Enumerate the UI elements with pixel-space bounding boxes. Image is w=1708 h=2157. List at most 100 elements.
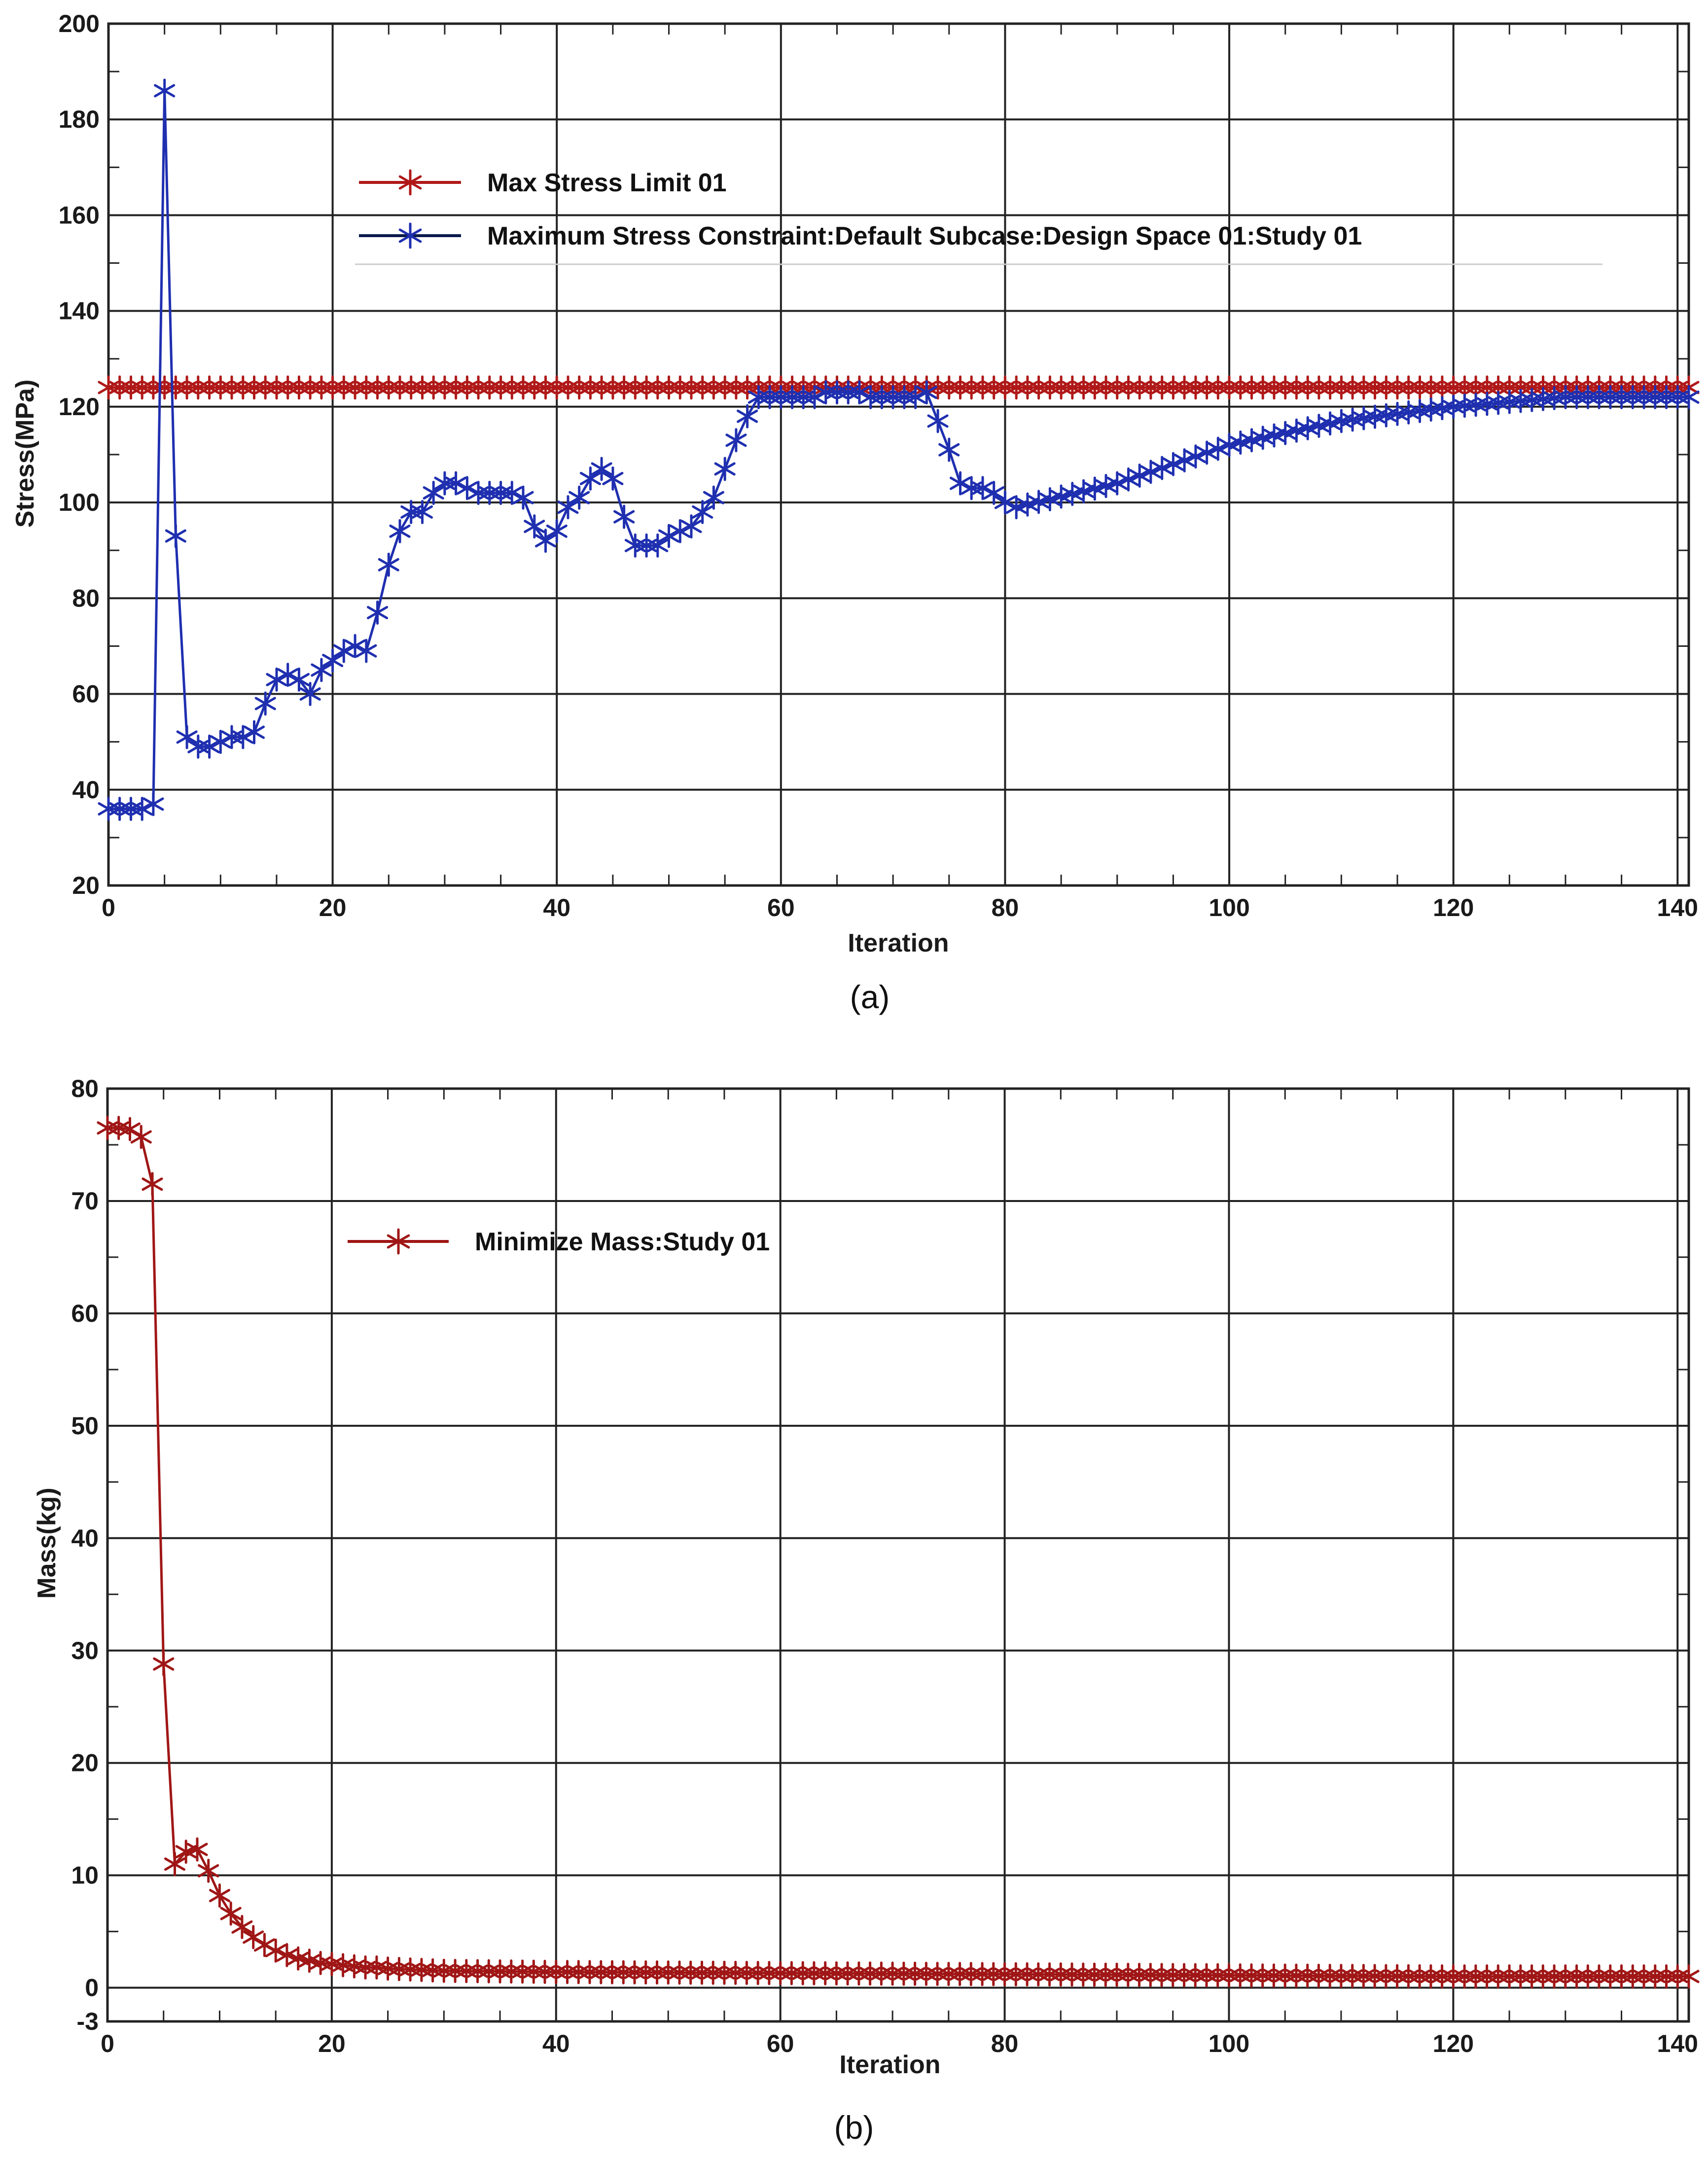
data-point-marker <box>231 1915 253 1939</box>
stress-chart-y-tick-labels: 20 40 60 80 100 120 140 160 180 200 <box>59 10 100 899</box>
data-point-marker <box>1005 495 1027 520</box>
data-point-marker <box>1151 456 1173 480</box>
data-point-marker <box>1084 476 1105 501</box>
data-point-marker <box>994 490 1016 515</box>
y-tick-label: 20 <box>72 872 100 899</box>
data-point-marker <box>220 1901 242 1926</box>
data-point-marker <box>579 466 601 491</box>
data-point-marker <box>199 734 220 759</box>
data-point-marker <box>333 638 355 663</box>
data-point-marker <box>276 1943 298 1967</box>
data-point-marker <box>153 1652 175 1676</box>
x-tick-label: 60 <box>767 2030 794 2057</box>
y-tick-label: 180 <box>59 106 100 133</box>
data-point-marker <box>524 514 545 539</box>
x-tick-label: 0 <box>101 2030 114 2057</box>
data-point-marker <box>298 1948 320 1973</box>
data-point-marker <box>1117 467 1139 492</box>
stress-chart-x-axis-title: Iteration <box>848 929 949 957</box>
series-line-0 <box>107 1127 1689 1978</box>
stress-chart-y-axis-title: Stress(MPa) <box>11 380 39 528</box>
data-point-marker <box>714 457 736 481</box>
stress-chart-x-tick-labels: 0 20 40 60 80 100 120 140 <box>102 894 1698 921</box>
data-point-marker <box>1039 487 1061 512</box>
data-point-marker <box>176 725 198 749</box>
legend-star-max-stress-constraint <box>398 222 422 249</box>
data-point-marker <box>210 730 231 754</box>
data-point-marker <box>130 1125 152 1149</box>
data-point-marker <box>356 638 377 663</box>
mass-chart-x-tick-labels: 0 20 40 60 80 100 120 140 <box>101 2030 1698 2057</box>
data-point-marker <box>1129 463 1150 488</box>
y-tick-label: 20 <box>71 1749 99 1777</box>
data-point-marker <box>142 1172 163 1197</box>
data-point-marker <box>1207 436 1229 461</box>
x-tick-label: 120 <box>1433 2030 1474 2057</box>
data-point-marker <box>243 720 265 744</box>
data-point-marker <box>311 658 332 682</box>
series-line-1 <box>108 89 1689 811</box>
y-tick-label: 140 <box>59 297 100 325</box>
x-tick-label: 20 <box>318 2030 346 2057</box>
data-point-marker <box>512 485 534 510</box>
data-point-marker <box>725 428 747 453</box>
data-point-marker <box>265 1938 286 1963</box>
legend-label-max-stress-constraint: Maximum Stress Constraint:Default Subcas… <box>487 222 1362 250</box>
data-point-marker <box>1073 479 1095 503</box>
data-point-marker <box>647 533 669 558</box>
y-tick-label: 50 <box>71 1412 99 1440</box>
data-point-marker <box>142 792 164 816</box>
data-point-marker <box>1174 448 1195 473</box>
panel-a-caption: (a) <box>850 979 890 1015</box>
data-point-marker <box>456 476 478 500</box>
data-point-marker <box>737 404 758 428</box>
data-point-marker <box>1678 1964 1700 1989</box>
data-point-marker <box>445 471 467 495</box>
legend-label-max-stress-limit: Max Stress Limit 01 <box>487 169 727 197</box>
legend-marker <box>387 1228 410 1255</box>
mass-chart-series <box>97 1116 1700 1989</box>
data-point-marker <box>916 380 937 405</box>
y-tick-label: 80 <box>72 584 100 612</box>
data-point-marker <box>1218 433 1240 458</box>
y-tick-label: 60 <box>72 680 100 708</box>
data-point-marker <box>423 481 444 505</box>
data-point-marker <box>950 471 971 495</box>
y-tick-label: 200 <box>59 10 100 37</box>
data-point-marker <box>591 457 612 481</box>
data-point-marker <box>534 529 556 553</box>
y-tick-label: -3 <box>77 2008 99 2035</box>
mass-chart-minor-ticks <box>107 1089 1689 2021</box>
data-point-marker <box>680 514 702 539</box>
data-point-marker <box>378 552 399 577</box>
y-tick-label: 0 <box>85 1974 99 2002</box>
data-point-marker <box>186 1837 208 1862</box>
x-tick-label: 80 <box>992 894 1019 921</box>
data-point-marker <box>983 481 1005 505</box>
data-point-marker <box>232 725 254 749</box>
data-point-marker <box>602 466 624 491</box>
data-point-marker <box>1062 482 1083 506</box>
data-point-marker <box>1140 460 1162 484</box>
data-point-marker <box>1230 430 1251 455</box>
data-point-marker <box>367 601 389 625</box>
x-tick-label: 140 <box>1657 2030 1698 2057</box>
x-tick-label: 0 <box>102 894 115 921</box>
data-point-marker <box>299 682 321 707</box>
y-tick-label: 120 <box>59 393 100 421</box>
stress-chart-series <box>98 78 1700 821</box>
legend-marker <box>398 169 422 196</box>
data-point-marker <box>1678 385 1700 409</box>
stress-chart-plot-frame <box>107 22 1690 887</box>
data-point-marker <box>692 500 713 524</box>
data-point-marker <box>972 476 994 500</box>
x-tick-label: 20 <box>319 894 347 921</box>
data-point-marker <box>266 667 287 692</box>
x-tick-label: 80 <box>991 2030 1019 2057</box>
data-point-marker <box>849 380 870 405</box>
y-tick-label: 70 <box>71 1187 99 1215</box>
data-point-marker <box>344 634 366 658</box>
legend-marker <box>398 222 422 249</box>
data-point-marker <box>546 519 568 543</box>
